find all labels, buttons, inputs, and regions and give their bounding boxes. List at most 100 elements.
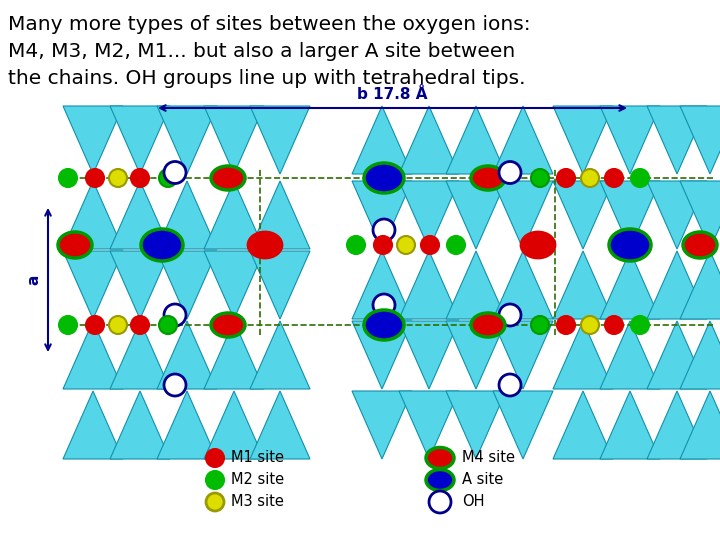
Polygon shape — [446, 251, 506, 319]
Circle shape — [531, 316, 549, 334]
Polygon shape — [157, 181, 217, 249]
Circle shape — [605, 169, 623, 187]
Polygon shape — [157, 391, 217, 459]
Polygon shape — [553, 181, 613, 249]
Polygon shape — [680, 181, 720, 249]
Polygon shape — [110, 391, 170, 459]
Ellipse shape — [211, 313, 245, 337]
Polygon shape — [399, 106, 459, 174]
Polygon shape — [493, 321, 553, 389]
Polygon shape — [647, 181, 707, 249]
Circle shape — [631, 169, 649, 187]
Circle shape — [206, 449, 224, 467]
Polygon shape — [204, 251, 264, 319]
Polygon shape — [446, 106, 506, 174]
Polygon shape — [352, 321, 412, 389]
Circle shape — [581, 169, 599, 187]
Text: a: a — [27, 275, 42, 285]
Circle shape — [499, 304, 521, 326]
Circle shape — [557, 316, 575, 334]
Circle shape — [397, 236, 415, 254]
Polygon shape — [204, 391, 264, 459]
Polygon shape — [647, 251, 707, 319]
Polygon shape — [110, 106, 170, 174]
Polygon shape — [250, 181, 310, 249]
Polygon shape — [399, 321, 459, 389]
Text: M2 site: M2 site — [231, 472, 284, 488]
Polygon shape — [63, 181, 123, 249]
Circle shape — [421, 236, 439, 254]
Polygon shape — [600, 321, 660, 389]
Circle shape — [581, 316, 599, 334]
Polygon shape — [600, 251, 660, 319]
Polygon shape — [647, 321, 707, 389]
Ellipse shape — [609, 229, 651, 261]
Circle shape — [109, 169, 127, 187]
Polygon shape — [250, 391, 310, 459]
Ellipse shape — [364, 163, 404, 193]
Circle shape — [447, 236, 465, 254]
Text: OH: OH — [462, 495, 485, 510]
Circle shape — [373, 294, 395, 316]
Polygon shape — [553, 251, 613, 319]
Circle shape — [206, 471, 224, 489]
Circle shape — [605, 316, 623, 334]
Polygon shape — [647, 106, 707, 174]
Polygon shape — [250, 251, 310, 319]
Polygon shape — [553, 321, 613, 389]
Circle shape — [164, 374, 186, 396]
Text: b 17.8 Å: b 17.8 Å — [356, 87, 427, 102]
Text: M3 site: M3 site — [231, 495, 284, 510]
Polygon shape — [493, 106, 553, 174]
Circle shape — [557, 169, 575, 187]
Polygon shape — [352, 181, 412, 249]
Circle shape — [531, 169, 549, 187]
Polygon shape — [680, 391, 720, 459]
Polygon shape — [157, 106, 217, 174]
Circle shape — [86, 316, 104, 334]
Polygon shape — [680, 321, 720, 389]
Ellipse shape — [471, 313, 505, 337]
Ellipse shape — [364, 310, 404, 340]
Polygon shape — [352, 251, 412, 319]
Text: M4 site: M4 site — [462, 450, 515, 465]
Circle shape — [131, 169, 149, 187]
Text: M1 site: M1 site — [231, 450, 284, 465]
Ellipse shape — [211, 166, 245, 190]
Text: Many more types of sites between the oxygen ions:: Many more types of sites between the oxy… — [8, 15, 531, 34]
Text: A site: A site — [462, 472, 503, 488]
Polygon shape — [204, 106, 264, 174]
Polygon shape — [250, 321, 310, 389]
Circle shape — [499, 161, 521, 184]
Polygon shape — [352, 391, 412, 459]
Polygon shape — [157, 321, 217, 389]
Ellipse shape — [521, 232, 555, 258]
Polygon shape — [63, 106, 123, 174]
Polygon shape — [204, 321, 264, 389]
Polygon shape — [446, 391, 506, 459]
Polygon shape — [553, 391, 613, 459]
Polygon shape — [600, 181, 660, 249]
Ellipse shape — [248, 232, 282, 258]
Circle shape — [59, 316, 77, 334]
Ellipse shape — [426, 448, 454, 469]
Polygon shape — [680, 251, 720, 319]
Polygon shape — [600, 391, 660, 459]
Polygon shape — [446, 321, 506, 389]
Circle shape — [374, 236, 392, 254]
Polygon shape — [647, 391, 707, 459]
Polygon shape — [446, 181, 506, 249]
Circle shape — [347, 236, 365, 254]
Polygon shape — [204, 181, 264, 249]
Circle shape — [373, 219, 395, 241]
Polygon shape — [399, 391, 459, 459]
Ellipse shape — [471, 166, 505, 190]
Polygon shape — [352, 106, 412, 174]
Polygon shape — [399, 181, 459, 249]
Text: the chains. OH groups line up with tetrahedral tips.: the chains. OH groups line up with tetra… — [8, 69, 526, 88]
Circle shape — [499, 374, 521, 396]
Polygon shape — [110, 181, 170, 249]
Circle shape — [86, 169, 104, 187]
Ellipse shape — [58, 232, 92, 258]
Polygon shape — [63, 321, 123, 389]
